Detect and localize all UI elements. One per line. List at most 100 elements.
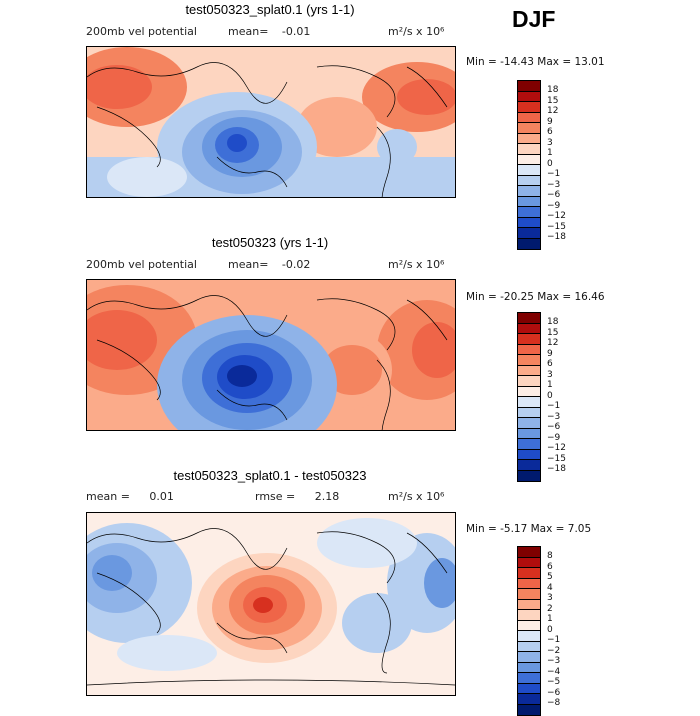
colorbar-label: −3 [547, 656, 561, 666]
panel-1-mean-label: mean= [228, 25, 269, 38]
panel-2-contour-field [87, 280, 455, 430]
panel-3-min-max: Min = -5.17 Max = 7.05 [466, 523, 592, 535]
colorbar-label: 0 [547, 158, 553, 169]
colorbar-label: 15 [547, 95, 559, 106]
panel-2-map [86, 279, 456, 431]
colorbar-label: 1 [547, 148, 553, 158]
panel-2-swatch [518, 323, 540, 334]
colorbar-label: 5 [547, 572, 553, 582]
colorbar-label: −2 [547, 645, 561, 656]
panel-1-swatch [518, 133, 540, 144]
colorbar-label: 0 [547, 390, 553, 401]
panel-3-coastlines [87, 528, 455, 686]
panel-2-mean-label: mean= [228, 258, 269, 271]
panel-1-swatch [518, 165, 540, 176]
panel-1-swatch [518, 154, 540, 165]
panel-3-swatch [518, 683, 540, 694]
colorbar-label: 12 [547, 106, 559, 116]
panel-3-swatch [518, 694, 540, 705]
colorbar-label: 9 [547, 116, 553, 127]
panel-3-colorbar-labels: 8 6 5 4 3 2 1 0 −1 −2 −3 −4 −5 −6 −8 [547, 551, 560, 709]
colorbar-label: 8 [547, 551, 553, 561]
panel-3-swatch [518, 631, 540, 642]
colorbar-label: −18 [547, 464, 566, 474]
colorbar-label: −1 [547, 401, 561, 411]
panel-1-swatch [518, 196, 540, 207]
colorbar-label: −15 [547, 221, 566, 232]
panel-3-swatch [518, 620, 540, 631]
panel-1-swatch [518, 217, 540, 228]
panel-2-colorbar [517, 312, 541, 482]
panel-2-swatch [518, 397, 540, 408]
colorbar-label: −9 [547, 432, 561, 443]
panel-3-swatch [518, 652, 540, 663]
panel-3-swatch [518, 578, 540, 589]
panel-2-swatch [518, 365, 540, 376]
panel-1-map [86, 46, 456, 198]
panel-3-rmse-value: 2.18 [314, 490, 340, 503]
colorbar-label: −12 [547, 443, 566, 453]
panel-1-swatch [518, 186, 540, 197]
panel-2-swatch [518, 376, 540, 387]
panel-3-units: m²/s x 10⁶ [388, 490, 445, 503]
panel-2-swatch [518, 428, 540, 439]
colorbar-label: 6 [547, 359, 553, 369]
colorbar-label: −9 [547, 200, 561, 211]
panel-3-rmse: rmse = 2.18 [255, 490, 339, 503]
colorbar-label: −18 [547, 232, 566, 242]
panel-2-mean-value: -0.02 [281, 258, 311, 271]
panel-2-title: test050323 (yrs 1-1) [211, 235, 329, 250]
panel-3-swatch [518, 599, 540, 610]
panel-1-swatch [518, 112, 540, 123]
colorbar-label: 18 [547, 85, 559, 95]
colorbar-label: 1 [547, 614, 553, 624]
panel-1-title: test050323_splat0.1 (yrs 1-1) [185, 2, 355, 17]
panel-2-swatch [518, 418, 540, 429]
panel-3-swatch [518, 589, 540, 600]
panel-1-contour-field [87, 47, 455, 197]
panel-3-colorbar [517, 546, 541, 716]
colorbar-label: 3 [547, 593, 553, 603]
panel-1-colorbar-labels: 18 15 12 9 6 3 1 0 −1 −3 −6 −9 −12 −15 −… [547, 85, 566, 243]
panel-2-swatch [518, 470, 540, 481]
panel-3-swatch [518, 547, 540, 558]
panel-1-colorbar [517, 80, 541, 250]
colorbar-label: −6 [547, 422, 561, 432]
panel-1-swatch [518, 81, 540, 92]
panel-2-swatch [518, 449, 540, 460]
panel-2-swatch [518, 355, 540, 366]
panel-3-map [86, 512, 456, 696]
panel-2-swatch [518, 334, 540, 345]
panel-1-swatch [518, 102, 540, 113]
colorbar-label: −3 [547, 179, 561, 190]
colorbar-label: 6 [547, 127, 553, 137]
panel-2-swatch [518, 407, 540, 418]
colorbar-label: −4 [547, 666, 561, 677]
colorbar-label: −6 [547, 687, 561, 698]
panel-2-min-max: Min = -20.25 Max = 16.46 [466, 291, 605, 303]
colorbar-label: 4 [547, 582, 553, 593]
panel-3-swatch [518, 610, 540, 621]
panel-1-variable: 200mb vel potential [86, 25, 197, 38]
colorbar-label: 0 [547, 624, 553, 635]
panel-1-mean: mean= -0.01 [228, 25, 310, 38]
colorbar-label: −5 [547, 677, 561, 687]
panel-2-swatch [518, 344, 540, 355]
colorbar-label: −12 [547, 211, 566, 221]
colorbar-label: −1 [547, 635, 561, 645]
colorbar-label: −6 [547, 190, 561, 200]
colorbar-label: −1 [547, 169, 561, 179]
panel-1-mean-value: -0.01 [281, 25, 311, 38]
panel-3-title: test050323_splat0.1 - test050323 [173, 468, 367, 483]
panel-3-swatch [518, 557, 540, 568]
panel-1-swatch [518, 144, 540, 155]
panel-3-swatch [518, 641, 540, 652]
panel-2-variable: 200mb vel potential [86, 258, 197, 271]
panel-1-swatch [518, 228, 540, 239]
panel-3-mean-value: 0.01 [149, 490, 174, 503]
colorbar-label: 15 [547, 327, 559, 338]
panel-1-min-max: Min = -14.43 Max = 13.01 [466, 56, 605, 68]
panel-2-swatch [518, 386, 540, 397]
panel-1-coastlines [87, 62, 448, 197]
panel-1-units: m²/s x 10⁶ [388, 25, 445, 38]
